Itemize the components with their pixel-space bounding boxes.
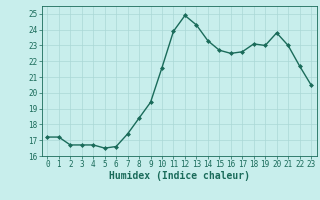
- X-axis label: Humidex (Indice chaleur): Humidex (Indice chaleur): [109, 171, 250, 181]
